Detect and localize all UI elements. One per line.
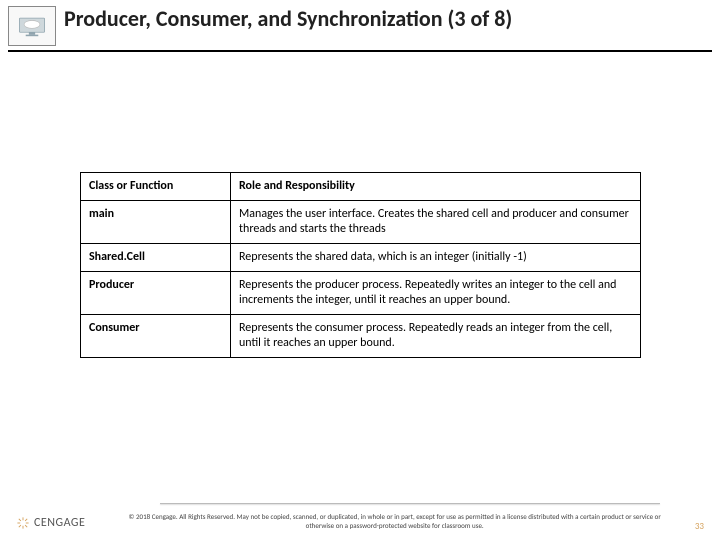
table-row: Consumer Represents the consumer process… bbox=[81, 315, 641, 358]
cell-desc: Represents the producer process. Repeate… bbox=[231, 272, 641, 315]
cloud-monitor-icon bbox=[8, 6, 56, 46]
table-header-row: Class or Function Role and Responsibilit… bbox=[81, 173, 641, 201]
copyright-text: © 2018 Cengage. All Rights Reserved. May… bbox=[85, 513, 704, 530]
table-row: Producer Represents the producer process… bbox=[81, 272, 641, 315]
content-table-wrap: Class or Function Role and Responsibilit… bbox=[80, 172, 640, 358]
cell-name: main bbox=[81, 201, 231, 244]
page-number: 33 bbox=[695, 521, 704, 532]
page-title: Producer, Consumer, and Synchronization … bbox=[64, 6, 512, 31]
cell-desc: Represents the consumer process. Repeate… bbox=[231, 315, 641, 358]
title-underline bbox=[8, 50, 712, 52]
cell-name: Consumer bbox=[81, 315, 231, 358]
brand-logo: CENGAGE bbox=[16, 516, 85, 530]
header: Producer, Consumer, and Synchronization … bbox=[0, 0, 720, 46]
footer-divider bbox=[160, 503, 660, 504]
cell-name: Producer bbox=[81, 272, 231, 315]
footer: CENGAGE © 2018 Cengage. All Rights Reser… bbox=[0, 513, 720, 530]
content-table: Class or Function Role and Responsibilit… bbox=[80, 172, 641, 358]
table-row: main Manages the user interface. Creates… bbox=[81, 201, 641, 244]
cell-name: Shared.Cell bbox=[81, 244, 231, 272]
brand-text: CENGAGE bbox=[34, 516, 85, 530]
burst-icon bbox=[16, 516, 30, 530]
col-header-class: Class or Function bbox=[81, 173, 231, 201]
cell-desc: Represents the shared data, which is an … bbox=[231, 244, 641, 272]
table-row: Shared.Cell Represents the shared data, … bbox=[81, 244, 641, 272]
col-header-role: Role and Responsibility bbox=[231, 173, 641, 201]
cell-desc: Manages the user interface. Creates the … bbox=[231, 201, 641, 244]
